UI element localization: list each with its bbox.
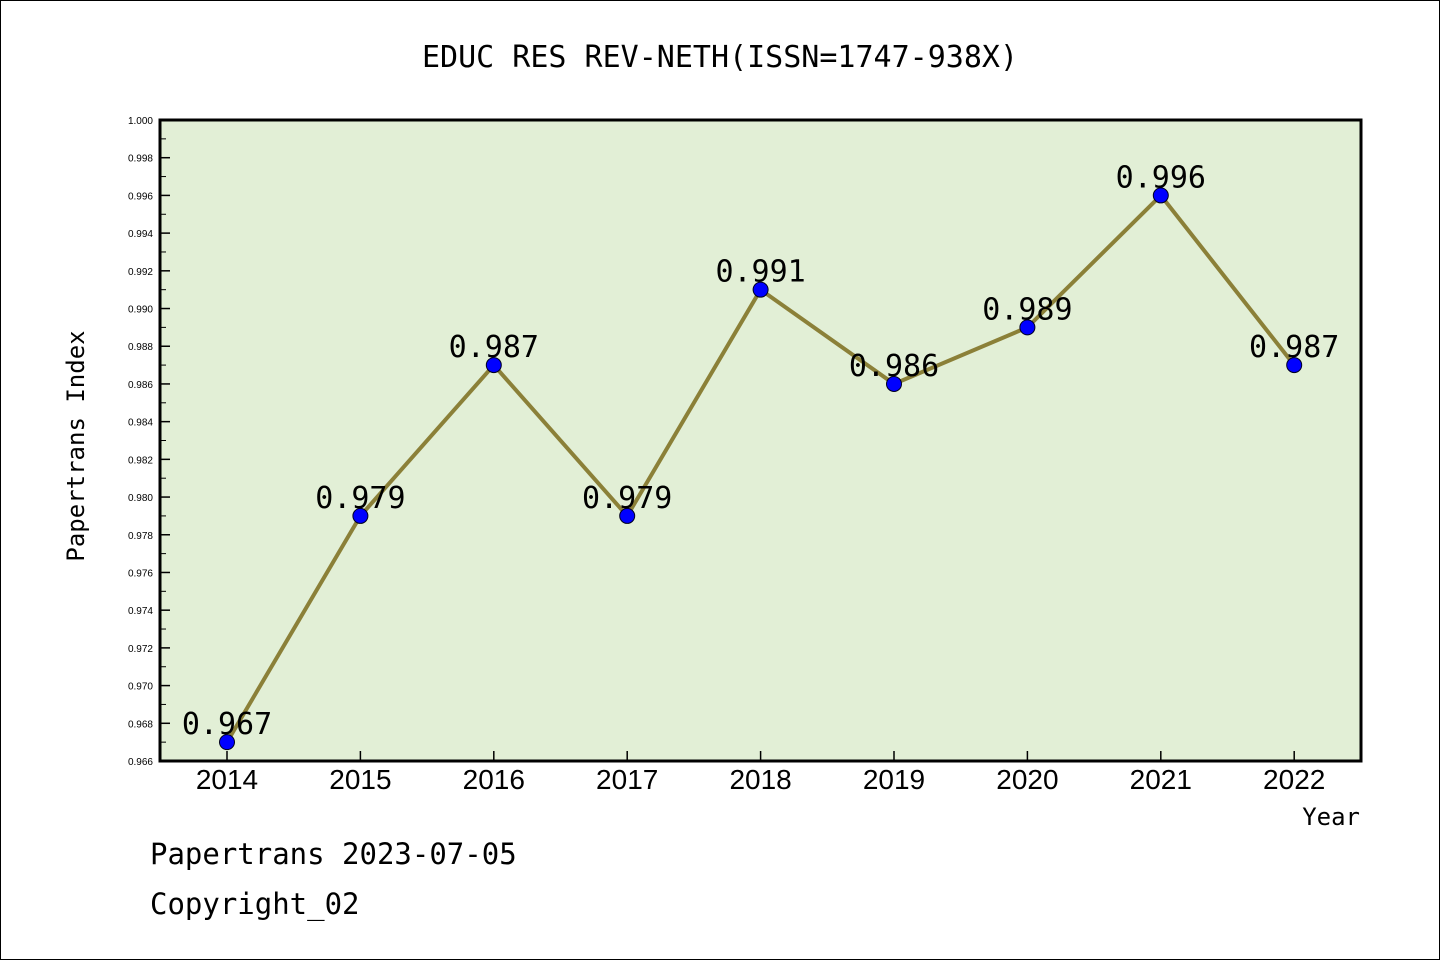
x-tick-label: 2021 xyxy=(1130,764,1192,795)
data-label: 0.979 xyxy=(315,481,405,516)
y-tick-label: 0.992 xyxy=(128,267,153,278)
y-tick-label: 0.994 xyxy=(128,229,153,240)
data-label: 0.996 xyxy=(1116,160,1206,195)
y-tick-label: 0.988 xyxy=(128,342,153,353)
x-tick-label: 2016 xyxy=(463,764,525,795)
y-tick-label: 0.982 xyxy=(128,455,153,466)
data-point xyxy=(1286,357,1303,374)
y-tick-label: 0.986 xyxy=(128,380,153,391)
y-tick-label: 0.972 xyxy=(128,644,153,655)
y-tick-label: 0.976 xyxy=(128,568,153,579)
y-tick-label: 0.974 xyxy=(128,606,153,617)
y-tick-label: 0.984 xyxy=(128,418,153,429)
x-tick-label: 2017 xyxy=(596,764,658,795)
x-tick-label: 2014 xyxy=(196,764,258,795)
data-label: 0.987 xyxy=(1249,330,1339,365)
x-axis: 2014 2015 2016 2017 2018 2019 2020 2021 2022 xyxy=(196,751,1325,795)
y-tick-label: 0.990 xyxy=(128,305,153,316)
chart-title: EDUC RES REV-NETH(ISSN=1747-938X) xyxy=(422,40,1018,75)
y-tick-label: 1.000 xyxy=(128,116,153,127)
y-tick-label: 0.980 xyxy=(128,493,153,504)
series-line-group: 0.967 0.979 0.987 0.979 0.991 0.986 0.989 0.996… xyxy=(182,160,1339,751)
x-tick-label: 2019 xyxy=(863,764,925,795)
data-point xyxy=(352,507,369,524)
x-tick-label: 2015 xyxy=(329,764,391,795)
data-point xyxy=(485,357,502,374)
x-axis-label: Year xyxy=(1302,803,1360,831)
y-tick-label: 0.978 xyxy=(128,531,153,542)
data-point xyxy=(752,281,769,298)
y-tick-label: 0.970 xyxy=(128,682,153,693)
data-label: 0.979 xyxy=(582,481,672,516)
footer-copyright: Copyright_02 xyxy=(150,887,360,922)
data-point xyxy=(1019,319,1036,336)
data-point xyxy=(219,734,235,751)
y-tick-label: 0.968 xyxy=(128,719,153,730)
y-tick-label: 0.966 xyxy=(128,757,153,768)
x-tick-label: 2020 xyxy=(996,764,1058,795)
data-label: 0.989 xyxy=(982,292,1072,327)
x-tick-label: 2018 xyxy=(729,764,791,795)
data-label: 0.986 xyxy=(849,349,939,384)
plot-area xyxy=(158,118,1363,763)
y-axis-label: Papertrans Index xyxy=(62,330,90,561)
data-point xyxy=(619,507,636,524)
footer-date: Papertrans 2023-07-05 xyxy=(150,837,517,871)
data-point xyxy=(886,375,902,392)
data-label: 0.987 xyxy=(449,330,539,365)
data-label: 0.967 xyxy=(182,707,272,742)
y-tick-label: 0.998 xyxy=(128,154,153,165)
data-label: 0.991 xyxy=(715,255,805,290)
x-tick-label: 2022 xyxy=(1263,764,1325,795)
y-axis: 0.966 0.968 0.970 0.972 0.974 0.976 0.978 0.980… xyxy=(128,116,170,768)
data-point xyxy=(1152,187,1169,204)
y-tick-label: 0.996 xyxy=(128,191,153,202)
